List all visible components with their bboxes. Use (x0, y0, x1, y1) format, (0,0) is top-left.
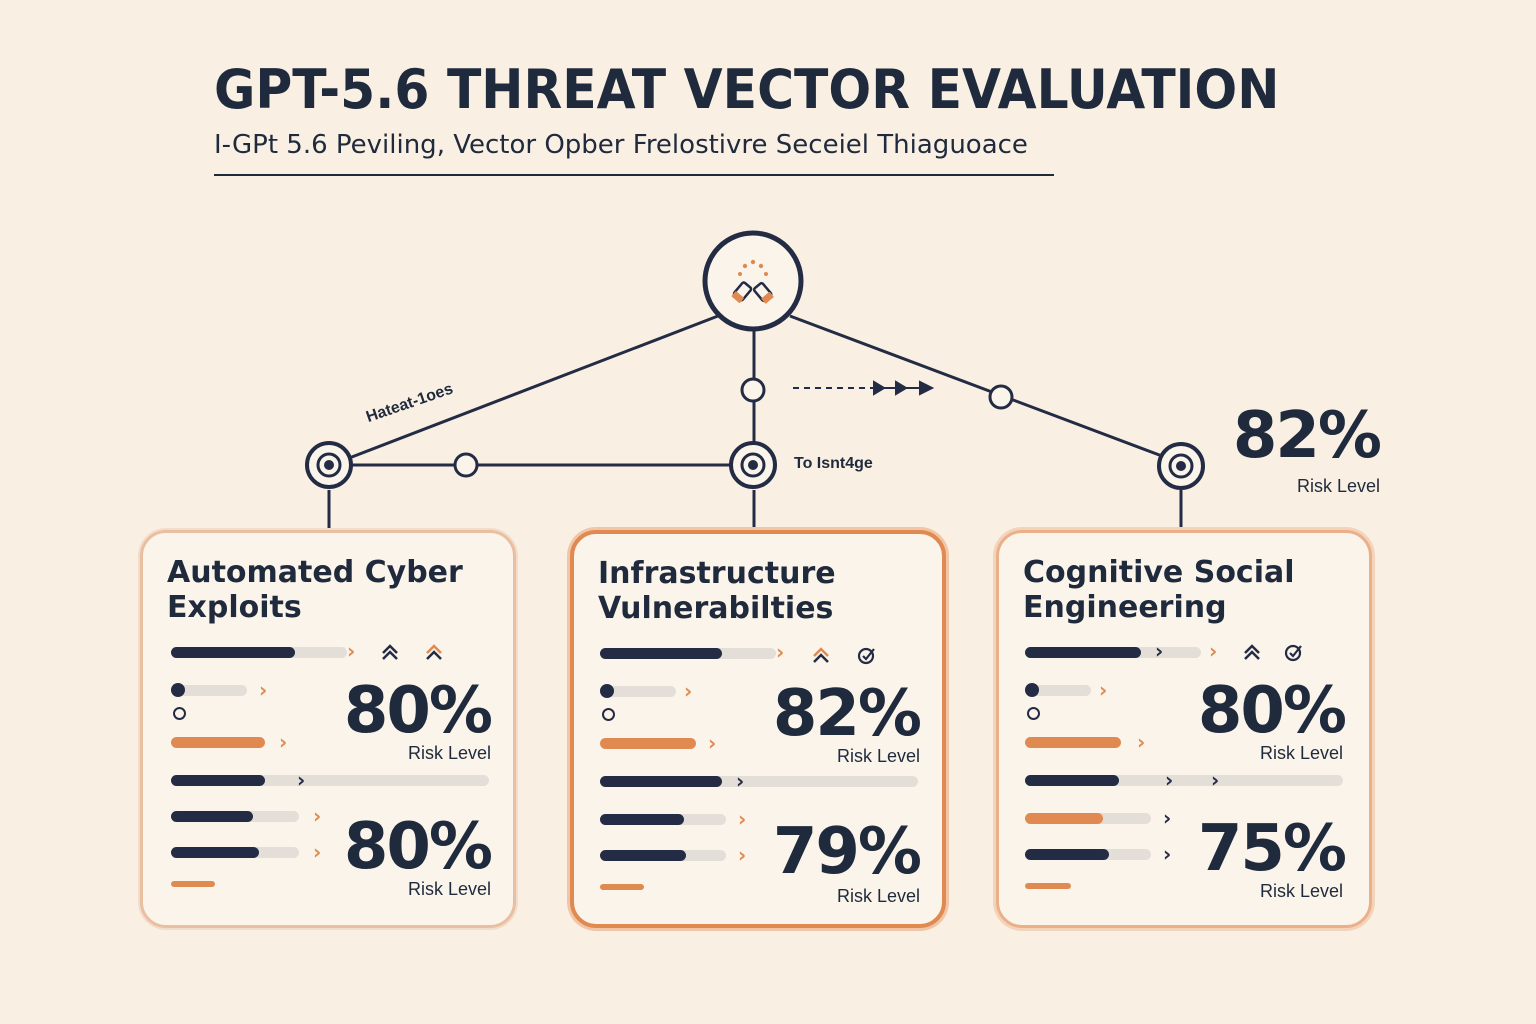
dashed-arrow (793, 380, 935, 396)
risk-label-secondary: Risk Level (407, 879, 491, 899)
chevron-right-icon: › (279, 730, 288, 754)
chevron-right-icon: › (1211, 768, 1220, 792)
risk-value-secondary: 75% (1197, 812, 1347, 886)
risk-value-primary: 80% (1197, 674, 1347, 748)
risk-value-secondary: 79% (772, 815, 922, 889)
metric-bar (600, 648, 722, 659)
target-check-icon (1284, 644, 1302, 662)
chevron-right-icon: › (1209, 639, 1218, 663)
card-title: Cognitive Social Engineering (1023, 555, 1295, 625)
chevron-right-icon: › (1137, 730, 1146, 754)
root-node (702, 230, 804, 332)
metric-bar-accent (600, 738, 696, 749)
metric-track (1025, 685, 1091, 696)
chevron-right-icon: › (736, 769, 745, 793)
node-center (729, 441, 777, 489)
double-chevron-up-icon (426, 644, 442, 660)
metric-bar (1025, 775, 1119, 786)
chevron-right-icon: › (1163, 842, 1172, 866)
status-ring (602, 708, 615, 721)
waypoint-left (453, 452, 479, 478)
metric-bar (1025, 849, 1109, 860)
metric-track (171, 685, 247, 696)
two-hands-icon (731, 259, 774, 304)
status-dot (600, 684, 614, 698)
card-title: Infrastructure Vulnerabilties (598, 556, 836, 626)
metric-bar-accent (600, 884, 644, 890)
metric-bar (171, 647, 295, 658)
edge-root-right (789, 314, 1163, 458)
chevron-right-icon: › (776, 640, 785, 664)
metric-bar (600, 850, 686, 861)
page-title: GPT-5.6 THREAT VECTOR EVALUATION (214, 58, 1280, 121)
metric-bar (600, 814, 684, 825)
risk-value-primary: 80% (343, 674, 493, 748)
waypoint-right (988, 384, 1014, 410)
chevron-right-icon: › (259, 678, 268, 702)
metric-bar (600, 776, 722, 787)
metric-bar (171, 847, 259, 858)
metric-track (1025, 775, 1343, 786)
floating-risk-value: 82% (1232, 399, 1382, 473)
metric-bar-accent (171, 881, 215, 887)
metric-track (600, 776, 918, 787)
metric-bar (1025, 647, 1141, 658)
chevron-right-icon: › (738, 843, 747, 867)
card-title: Automated Cyber Exploits (167, 555, 463, 625)
threat-card-social-engineering: Cognitive Social Engineering › › › › 80%… (996, 530, 1372, 928)
status-ring (173, 707, 186, 720)
waypoint-center (740, 377, 766, 403)
chevron-right-icon: › (1155, 639, 1164, 663)
metric-bar-accent (1025, 883, 1071, 889)
chevron-right-icon: › (1165, 768, 1174, 792)
risk-value-secondary: 80% (343, 810, 493, 884)
chevron-right-icon: › (738, 807, 747, 831)
node-left (305, 441, 353, 489)
page-subtitle: I-GPt 5.6 Peviling, Vector Opber Frelost… (214, 130, 1054, 176)
status-ring (1027, 707, 1040, 720)
floating-risk-stat: 82% Risk Level (1230, 399, 1382, 497)
edge-root-left (343, 314, 719, 462)
risk-value-primary: 82% (772, 677, 922, 751)
chevron-right-icon: › (297, 768, 306, 792)
double-chevron-up-icon (813, 647, 829, 663)
chevron-right-icon: › (684, 679, 693, 703)
metric-bar-accent (1025, 737, 1121, 748)
edge-label-center: To Isnt4ge (794, 455, 873, 472)
metric-bar (171, 775, 265, 786)
threat-card-cyber-exploits: Automated Cyber Exploits › › › 80% Risk … (140, 530, 516, 928)
risk-label-primary: Risk Level (836, 746, 920, 766)
risk-label-primary: Risk Level (407, 743, 491, 763)
double-chevron-up-icon (382, 644, 398, 660)
risk-label-secondary: Risk Level (1259, 881, 1343, 901)
chevron-right-icon: › (347, 639, 356, 663)
chevron-right-icon: › (1163, 806, 1172, 830)
threat-card-infrastructure: Infrastructure Vulnerabilties › › › 82% … (570, 530, 946, 928)
chevron-right-icon: › (313, 804, 322, 828)
risk-label-primary: Risk Level (1259, 743, 1343, 763)
chevron-right-icon: › (313, 840, 322, 864)
metric-track (171, 775, 489, 786)
status-dot (1025, 683, 1039, 697)
risk-label-secondary: Risk Level (836, 886, 920, 906)
double-chevron-up-icon (1244, 644, 1260, 660)
target-check-icon (857, 647, 875, 665)
floating-risk-label: Risk Level (1296, 476, 1380, 496)
chevron-right-icon: › (708, 731, 717, 755)
metric-track (600, 686, 676, 697)
metric-bar (171, 811, 253, 822)
status-dot (171, 683, 185, 697)
chevron-right-icon: › (1099, 678, 1108, 702)
node-right (1157, 442, 1205, 490)
metric-bar-accent (171, 737, 265, 748)
metric-bar-accent (1025, 813, 1103, 824)
